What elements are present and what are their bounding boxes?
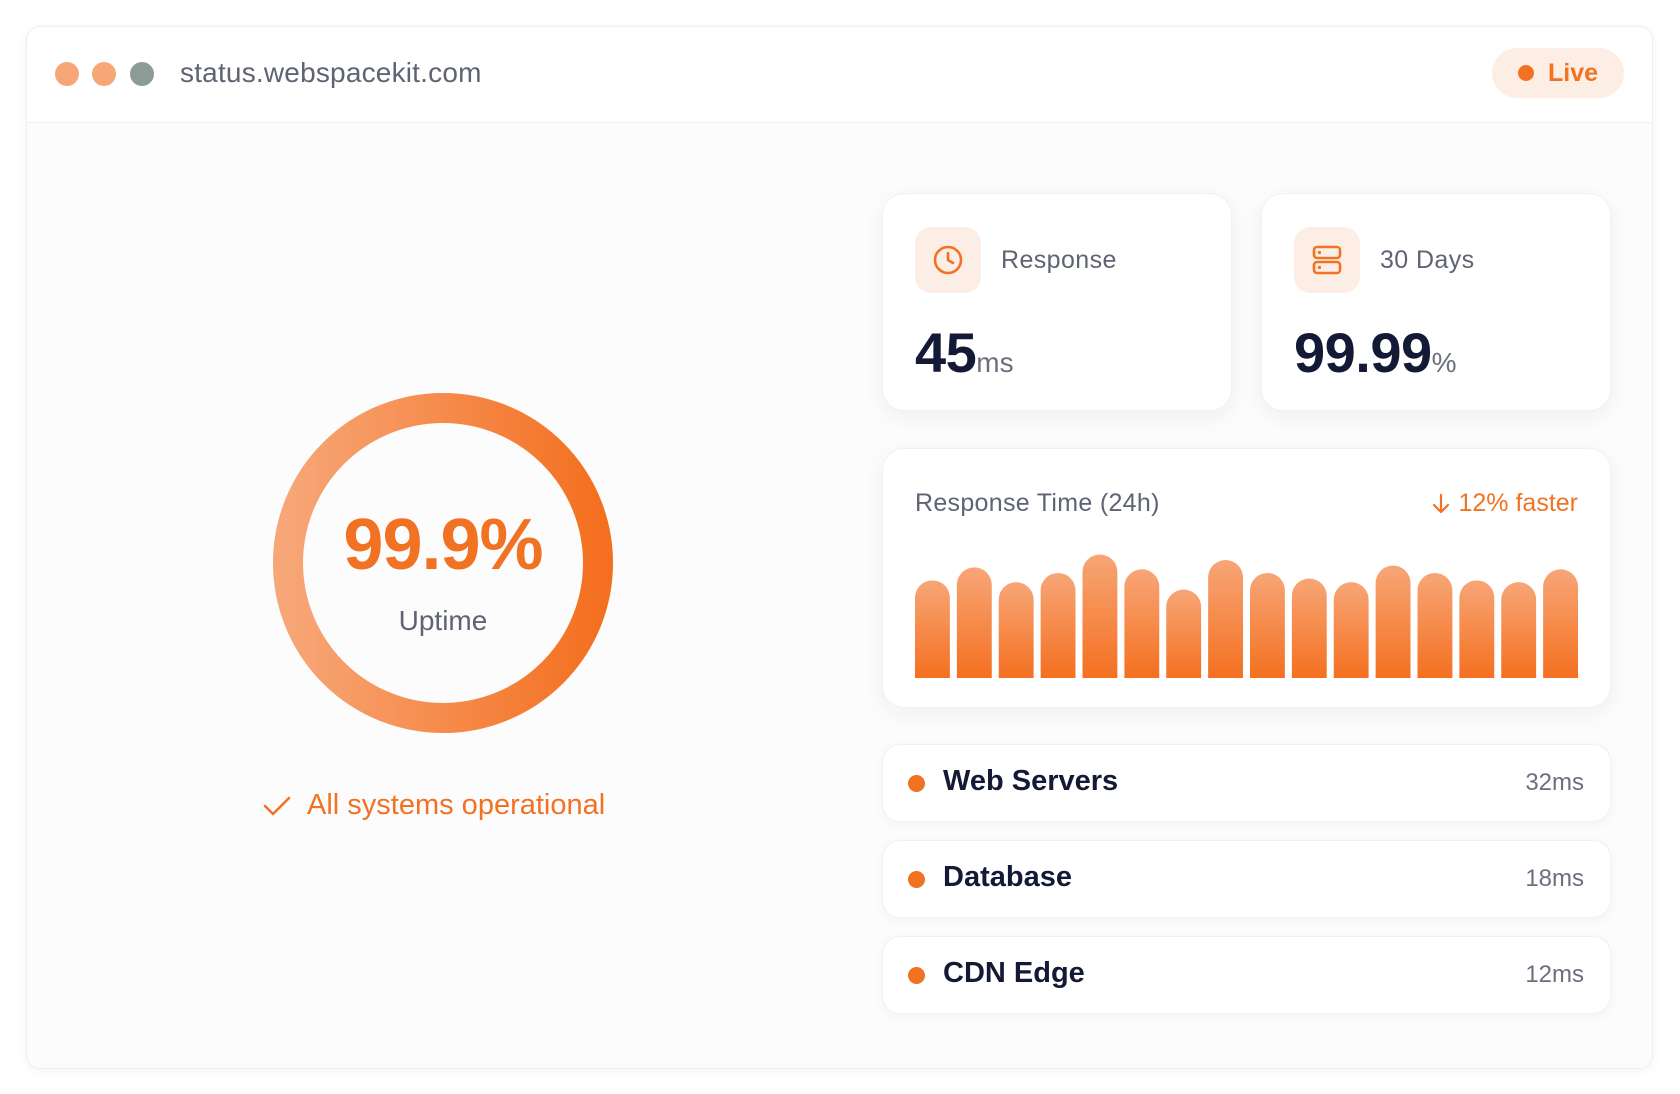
response-time-bar	[998, 582, 1034, 678]
response-stat-label: Response	[1001, 246, 1117, 274]
response-time-chart-card: Response Time (24h) 12% faster	[882, 448, 1611, 708]
thirty-days-stat-value: 99.99%	[1294, 320, 1457, 385]
uptime-ring: 99.9% Uptime	[273, 393, 613, 733]
response-time-bar	[1250, 572, 1285, 678]
response-stat-unit: ms	[976, 347, 1014, 378]
browser-window: status.webspacekit.com Live 99.9% Uptime…	[26, 26, 1653, 1069]
chart-title: Response Time (24h)	[915, 489, 1160, 517]
page-url: status.webspacekit.com	[180, 57, 482, 88]
uptime-ring-arc	[273, 393, 613, 733]
response-time-bar	[1333, 582, 1369, 678]
window-close-dot[interactable]	[55, 62, 79, 86]
response-time-bar	[1040, 572, 1076, 678]
thirty-days-stat-unit: %	[1431, 347, 1457, 378]
response-icon-box	[915, 227, 981, 293]
thirty-days-stat-label: 30 Days	[1380, 246, 1475, 274]
response-stat-card: Response 45ms	[882, 193, 1232, 411]
service-latency: 12ms	[1525, 961, 1584, 988]
response-time-bar	[1082, 554, 1118, 678]
server-icon-box	[1294, 227, 1360, 293]
clock-icon	[933, 245, 963, 275]
response-time-bar	[1543, 569, 1578, 678]
arrow-down-icon	[1433, 493, 1450, 513]
service-row-web-servers[interactable]: Web Servers 32ms	[882, 744, 1611, 822]
service-latency: 32ms	[1525, 769, 1584, 796]
live-badge[interactable]: Live	[1492, 48, 1624, 98]
response-time-bar	[1124, 569, 1160, 678]
response-time-bar	[915, 580, 950, 678]
chart-trend-text: 12% faster	[1458, 489, 1578, 517]
thirty-days-stat-card: 30 Days 99.99%	[1261, 193, 1611, 411]
status-dot-icon	[908, 775, 925, 792]
service-latency: 18ms	[1525, 865, 1584, 892]
status-dot-icon	[908, 871, 925, 888]
live-dot-icon	[1517, 65, 1534, 81]
response-time-bar	[1417, 572, 1453, 678]
service-name: Database	[943, 861, 1072, 893]
live-label: Live	[1547, 58, 1599, 87]
thirty-days-stat-number: 99.99	[1294, 321, 1432, 384]
window-maximize-dot[interactable]	[130, 62, 154, 86]
response-time-bar	[1375, 565, 1411, 678]
uptime-value: 99.9%	[343, 505, 543, 585]
service-row-database[interactable]: Database 18ms	[882, 840, 1611, 918]
response-time-bar	[1291, 578, 1327, 678]
service-row-cdn-edge[interactable]: CDN Edge 12ms	[882, 936, 1611, 1014]
response-time-bars	[915, 554, 1578, 678]
server-icon	[1312, 245, 1342, 275]
uptime-label: Uptime	[398, 605, 488, 636]
check-icon	[263, 796, 291, 815]
response-time-bar	[1208, 560, 1243, 678]
response-time-bar	[1166, 589, 1202, 678]
response-time-bar	[1501, 582, 1537, 678]
uptime-ring-graphic	[273, 393, 613, 733]
status-dot-icon	[908, 967, 925, 984]
service-name: Web Servers	[943, 765, 1119, 797]
response-time-bar	[956, 567, 992, 678]
chart-trend: 12% faster	[1432, 489, 1578, 518]
title-bar: status.webspacekit.com Live	[27, 27, 1652, 123]
service-name: CDN Edge	[943, 957, 1085, 989]
system-status-text: All systems operational	[307, 789, 606, 821]
response-time-bar	[1459, 580, 1495, 678]
response-stat-value: 45ms	[915, 320, 1014, 385]
response-stat-number: 45	[915, 321, 977, 384]
system-status: All systems operational	[263, 789, 663, 822]
window-minimize-dot[interactable]	[92, 62, 116, 86]
